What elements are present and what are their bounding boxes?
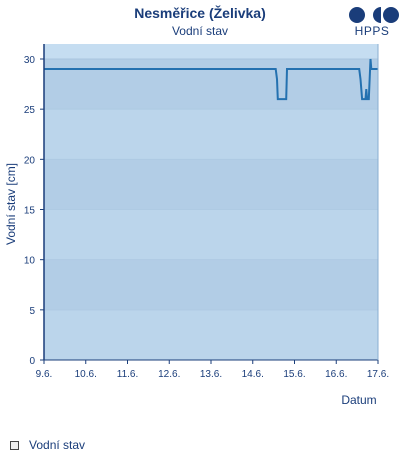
hpps-logo xyxy=(349,7,399,23)
x-tick-label: 12.6. xyxy=(158,369,180,380)
legend-label: Vodní stav xyxy=(29,438,86,452)
chart: 0 5 10 15 20 25 30 9.6. 10.6. 11.6. 12.6. 13.6. 14.… xyxy=(4,44,389,407)
logo-circle-1-icon xyxy=(349,7,365,23)
page-title: Nesměřice (Želivka) xyxy=(134,5,266,21)
x-tick-label: 14.6. xyxy=(242,369,264,380)
x-tick-label: 17.6. xyxy=(367,369,389,380)
page-subtitle: Vodní stav xyxy=(171,24,229,38)
x-tick-label: 9.6. xyxy=(36,369,53,380)
x-tick-label: 13.6. xyxy=(200,369,222,380)
y-tick-label: 25 xyxy=(24,105,36,116)
legend: Vodní stav xyxy=(10,438,85,452)
x-axis-title: Datum xyxy=(341,393,376,407)
y-tick-label: 5 xyxy=(29,306,35,317)
x-tick-label: 11.6. xyxy=(117,369,139,380)
y-tick-label: 20 xyxy=(24,155,36,166)
y-tick-label: 30 xyxy=(24,55,36,66)
y-tick-label: 15 xyxy=(24,206,36,217)
chart-area-layer xyxy=(44,58,378,360)
logo-text: HPPS xyxy=(354,24,390,38)
x-tick-label: 16.6. xyxy=(325,369,347,380)
x-tick-label: 10.6. xyxy=(75,369,97,380)
logo-circle-2-icon xyxy=(383,7,399,23)
legend-swatch xyxy=(10,441,19,451)
x-tick-labels: 9.6. 10.6. 11.6. 12.6. 13.6. 14.6. 15.6. 16.6. 1… xyxy=(36,360,389,380)
y-tick-label: 10 xyxy=(24,256,36,267)
series-line xyxy=(44,58,378,101)
logo-half-circle-icon xyxy=(373,7,381,23)
y-tick-labels: 0 5 10 15 20 25 30 xyxy=(24,55,44,367)
y-axis-title: Vodní stav [cm] xyxy=(4,163,18,245)
y-tick-label: 0 xyxy=(29,356,35,367)
series-area xyxy=(44,59,378,360)
x-tick-label: 15.6. xyxy=(283,369,305,380)
